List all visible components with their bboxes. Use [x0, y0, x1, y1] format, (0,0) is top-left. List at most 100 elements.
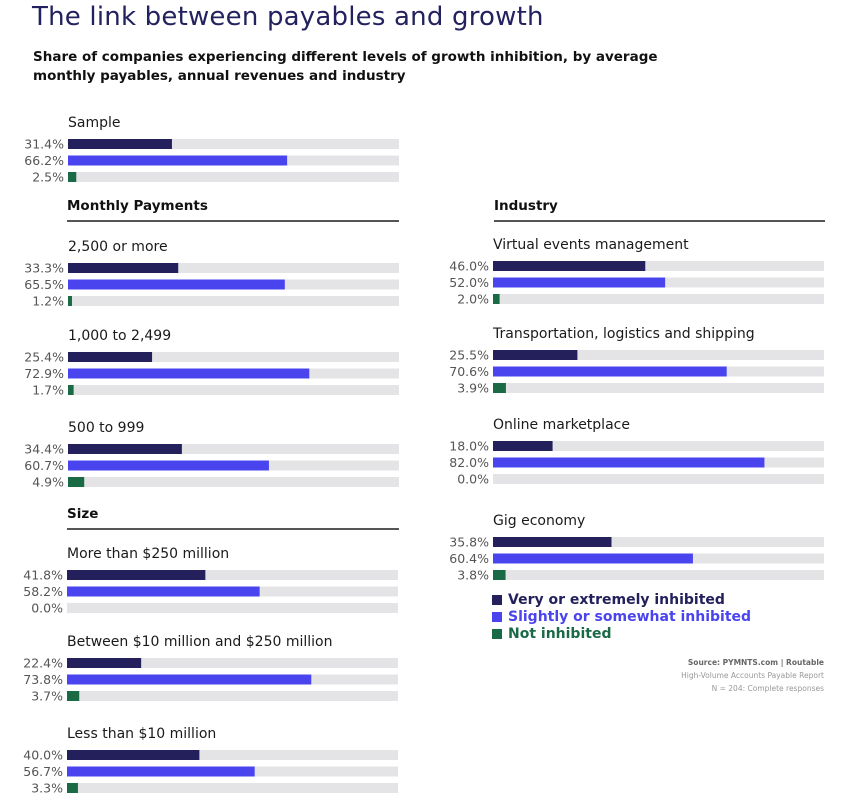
bar	[67, 674, 312, 685]
bar-track	[68, 296, 399, 306]
bar-track	[67, 750, 398, 760]
bar-value-label: 70.6%	[449, 364, 489, 379]
bar	[493, 457, 765, 468]
bar-value-label: 18.0%	[449, 439, 489, 454]
bar	[493, 261, 646, 271]
group-label: More than $250 million	[67, 546, 229, 562]
bar	[67, 766, 255, 777]
section-heading-industry: Industry	[494, 198, 825, 222]
bar-track	[67, 603, 398, 613]
bar-track	[493, 537, 824, 547]
bar	[493, 277, 666, 288]
bar	[493, 294, 500, 304]
group-label: Online marketplace	[493, 417, 630, 433]
bar-value-label: 2.5%	[32, 170, 64, 185]
bar-value-label: 65.5%	[24, 277, 64, 292]
bar-track	[493, 441, 824, 451]
bar-value-label: 34.4%	[24, 442, 64, 457]
bar-value-label: 3.3%	[31, 781, 63, 796]
group-label: Sample	[68, 115, 121, 131]
sample-size-note: N = 204: Complete responses	[711, 684, 824, 693]
bar-value-label: 66.2%	[24, 153, 64, 168]
bar-value-label: 4.9%	[32, 475, 64, 490]
bar	[493, 383, 506, 393]
group-label: Virtual events management	[493, 237, 689, 253]
bar-value-label: 72.9%	[24, 366, 64, 381]
bar	[68, 172, 77, 182]
source-note: Source: PYMNTS.com | Routable High-Volum…	[681, 656, 824, 695]
bar-track	[493, 350, 824, 360]
bar-track	[68, 263, 399, 273]
bar	[68, 385, 74, 395]
page-title: The link between payables and growth	[32, 2, 544, 32]
bar	[68, 139, 172, 149]
legend-swatch-icon	[492, 628, 502, 639]
bar-value-label: 1.2%	[32, 294, 64, 309]
group-label: 2,500 or more	[68, 239, 168, 255]
group-label: 500 to 999	[68, 420, 144, 436]
bar	[68, 296, 72, 306]
bar	[67, 750, 200, 760]
bar-track	[68, 352, 399, 362]
bar	[68, 368, 310, 379]
bar	[67, 691, 80, 701]
bar-value-label: 35.8%	[449, 535, 489, 550]
bar-track	[67, 783, 398, 793]
chart-subtitle: Share of companies experiencing differen…	[33, 49, 658, 84]
legend-swatch-icon	[492, 611, 502, 622]
bar-track	[493, 570, 824, 580]
bar-value-label: 41.8%	[23, 568, 63, 583]
bar-value-label: 40.0%	[23, 748, 63, 763]
bar-track	[493, 383, 824, 393]
bar-value-label: 52.0%	[449, 275, 489, 290]
bar	[67, 783, 78, 793]
legend-label: Very or extremely inhibited	[508, 591, 725, 608]
section-heading-monthly-payments: Monthly Payments	[67, 198, 399, 222]
legend-label: Slightly or somewhat inhibited	[508, 608, 752, 625]
bar-track	[67, 570, 398, 580]
source-line: Source: PYMNTS.com | Routable	[687, 658, 824, 667]
legend-item-slightly-inhibited: Slightly or somewhat inhibited	[492, 608, 751, 625]
bar-group: 2,500 or more 33.3%65.5% 1.2%	[24, 239, 399, 309]
bar-value-label: 33.3%	[24, 261, 64, 276]
bar-track	[68, 139, 399, 149]
bar	[493, 350, 578, 360]
bar-group: More than $250 million 41.8%58.2% 0.0%	[23, 546, 398, 616]
bar-value-label: 3.7%	[31, 689, 63, 704]
bar	[68, 460, 269, 471]
bar-track	[68, 444, 399, 454]
group-label: Less than $10 million	[67, 726, 216, 742]
bar-value-label: 0.0%	[31, 601, 63, 616]
bar	[493, 537, 612, 547]
group-label: Transportation, logistics and shipping	[492, 326, 755, 342]
bar-track	[493, 294, 824, 304]
bar-value-label: 58.2%	[23, 584, 63, 599]
bar-value-label: 3.8%	[457, 568, 489, 583]
bar	[68, 444, 182, 454]
bar	[67, 586, 260, 597]
bar-group: Sample 31.4%66.2% 2.5%	[24, 115, 399, 185]
bar	[493, 553, 693, 564]
bar-value-label: 22.4%	[23, 656, 63, 671]
bar-value-label: 60.4%	[449, 551, 489, 566]
legend-swatch-icon	[492, 594, 502, 605]
bar-value-label: 82.0%	[449, 455, 489, 470]
bar	[68, 155, 288, 166]
bar-value-label: 2.0%	[457, 292, 489, 307]
bar-track	[67, 658, 398, 668]
legend-label: Not inhibited	[508, 625, 612, 642]
bar-value-label: 73.8%	[23, 672, 63, 687]
bar-value-label: 25.4%	[24, 350, 64, 365]
bar-group: Between $10 million and $250 million 22.4…	[23, 634, 398, 704]
bar-track	[67, 691, 398, 701]
bar	[493, 366, 727, 377]
group-label: Gig economy	[493, 513, 585, 529]
bar-track	[68, 385, 399, 395]
bar-group: Virtual events management 46.0%52.0% 2.0%	[449, 237, 824, 307]
bar-value-label: 60.7%	[24, 458, 64, 473]
bar-value-label: 46.0%	[449, 259, 489, 274]
bar-value-label: 31.4%	[24, 137, 64, 152]
bar-group: 500 to 999 34.4%60.7% 4.9%	[24, 420, 399, 490]
section-heading-size: Size	[67, 506, 399, 530]
